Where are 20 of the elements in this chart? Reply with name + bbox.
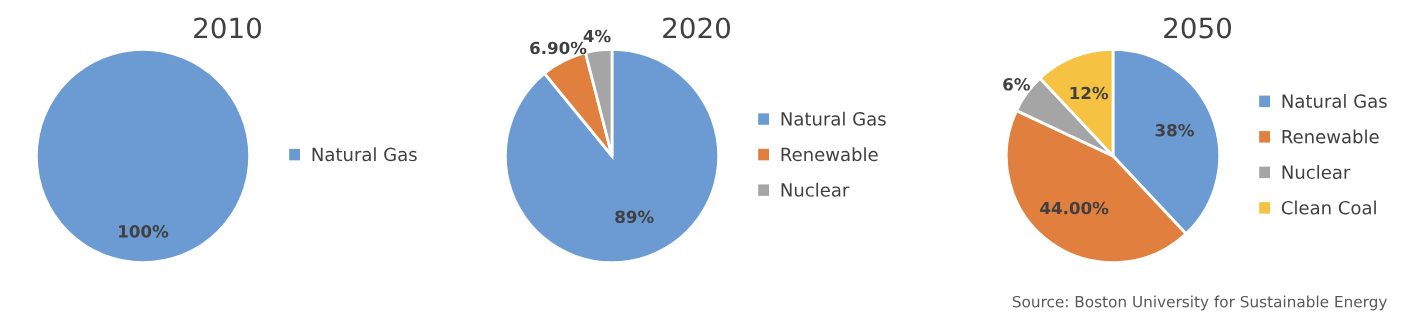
legend-label: Clean Coal: [1281, 200, 1376, 215]
legend-label: Nuclear: [1282, 165, 1351, 179]
chart-title: 2010: [194, 17, 261, 39]
data-label: 38%: [1155, 123, 1194, 137]
legend-label: Renewable: [781, 147, 878, 162]
data-label: 6%: [1003, 78, 1030, 91]
data-label: 100%: [119, 225, 169, 238]
source-note: Source: Boston University for Sustainable Energy: [1012, 295, 1387, 311]
legend-label: Natural Gas: [312, 147, 417, 162]
data-label: 6.90%: [530, 41, 587, 55]
data-label: 12%: [1070, 86, 1109, 100]
legend-label: Nuclear: [781, 182, 850, 197]
chart-title: 2050: [1164, 17, 1231, 39]
data-label: 44.00%: [1040, 201, 1109, 215]
chart-title: 2020: [663, 17, 730, 39]
legend-label: Natural Gas: [781, 111, 886, 126]
legend-label: Natural Gas: [1282, 93, 1387, 108]
legend-label: Renewable: [1282, 129, 1379, 144]
data-label: 89%: [615, 210, 654, 224]
data-label: 4%: [583, 29, 611, 43]
